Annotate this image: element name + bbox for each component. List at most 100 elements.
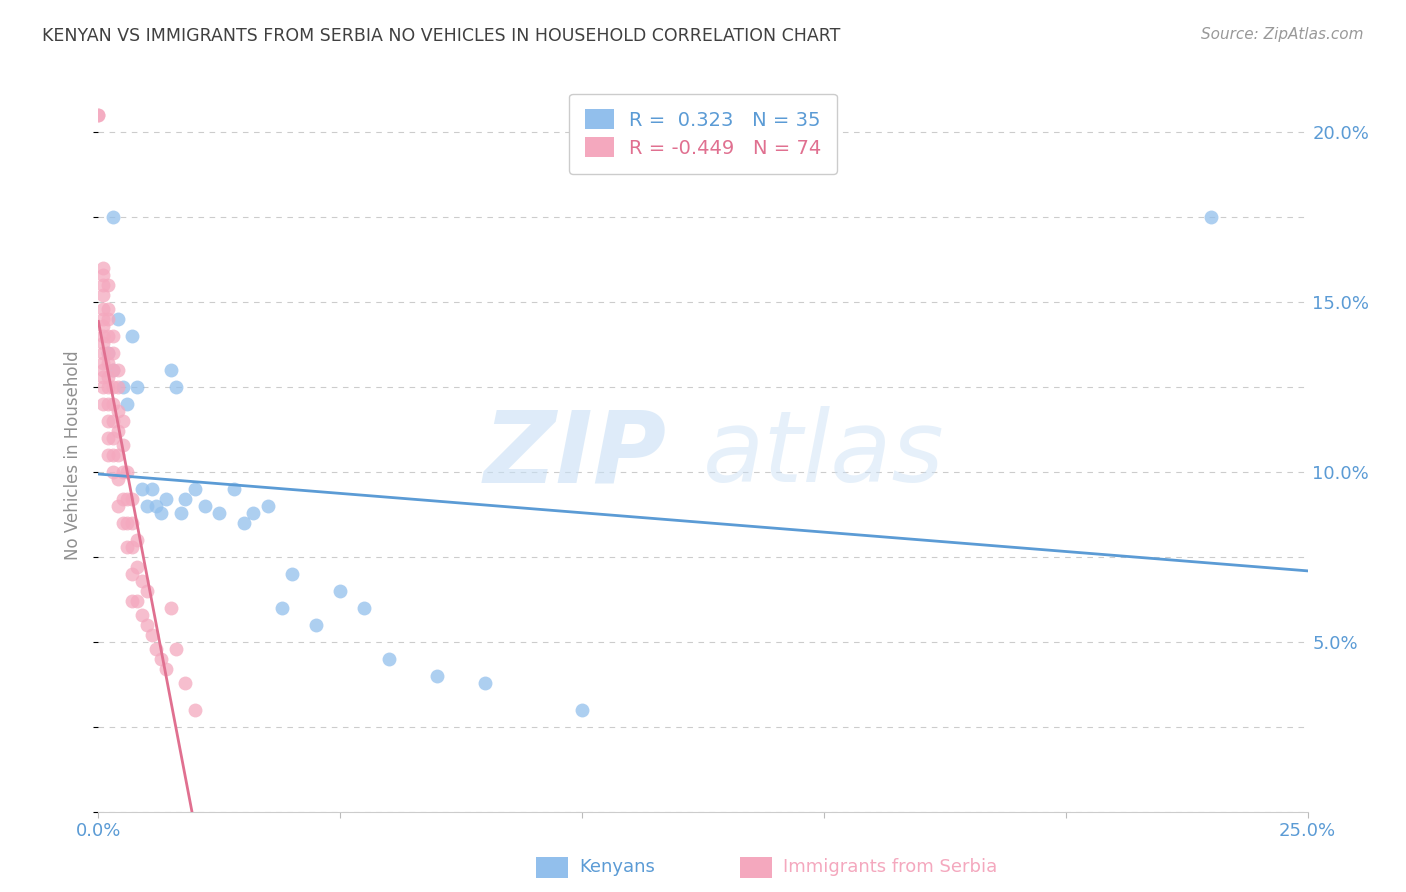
Point [353, 600, 375, 615]
Point [117, 465, 139, 479]
Point [97, 356, 120, 370]
Point [141, 482, 163, 496]
Point [107, 380, 129, 394]
Point [111, 465, 134, 479]
Point [111, 414, 134, 428]
Point [91, 369, 114, 384]
Point [160, 600, 183, 615]
Point [91, 363, 114, 377]
Point [329, 583, 352, 598]
Point [97, 346, 120, 360]
Point [107, 499, 129, 513]
Point [91, 346, 114, 360]
Point [155, 492, 177, 507]
Point [121, 594, 143, 608]
Point [145, 641, 167, 656]
Point [194, 499, 217, 513]
Point [165, 641, 187, 656]
Point [571, 703, 593, 717]
Point [121, 566, 143, 581]
Point [305, 617, 328, 632]
Point [91, 356, 114, 370]
Point [97, 312, 120, 326]
Point [145, 499, 167, 513]
Point [160, 363, 183, 377]
Point [426, 669, 449, 683]
Point [91, 329, 114, 343]
Point [97, 369, 120, 384]
Point [97, 431, 120, 445]
Point [91, 397, 114, 411]
Point [101, 431, 124, 445]
Point [135, 617, 157, 632]
Point [377, 652, 399, 666]
Point [117, 492, 139, 507]
Text: atlas: atlas [703, 407, 945, 503]
Point [97, 329, 120, 343]
Point [131, 482, 153, 496]
Point [101, 380, 124, 394]
Point [141, 628, 163, 642]
Point [111, 380, 134, 394]
Point [87, 108, 110, 122]
Point [91, 335, 114, 350]
Point [111, 516, 134, 530]
Point [107, 312, 129, 326]
Point [117, 540, 139, 554]
Point [101, 210, 124, 224]
Point [91, 318, 114, 333]
Point [91, 312, 114, 326]
Point [111, 492, 134, 507]
Text: Source: ZipAtlas.com: Source: ZipAtlas.com [1201, 27, 1364, 42]
Point [101, 465, 124, 479]
Point [97, 346, 120, 360]
Point [97, 301, 120, 316]
Point [107, 403, 129, 417]
Text: Immigrants from Serbia: Immigrants from Serbia [783, 858, 997, 876]
Point [474, 675, 496, 690]
Y-axis label: No Vehicles in Household: No Vehicles in Household [65, 350, 83, 560]
Point [184, 703, 207, 717]
Point [91, 288, 114, 302]
Point [174, 492, 197, 507]
Point [150, 506, 173, 520]
Point [127, 533, 149, 547]
Point [91, 268, 114, 282]
Point [117, 516, 139, 530]
Point [184, 482, 207, 496]
Point [127, 560, 149, 574]
Point [101, 414, 124, 428]
Point [101, 329, 124, 343]
Point [127, 594, 149, 608]
Point [107, 424, 129, 438]
Point [97, 414, 120, 428]
Point [97, 380, 120, 394]
Point [135, 499, 157, 513]
Point [121, 492, 143, 507]
Point [117, 397, 139, 411]
Point [91, 260, 114, 275]
Point [256, 499, 278, 513]
Point [101, 363, 124, 377]
Point [91, 301, 114, 316]
Point [169, 506, 191, 520]
Point [135, 583, 157, 598]
Legend: R =  0.323   N = 35, R = -0.449   N = 74: R = 0.323 N = 35, R = -0.449 N = 74 [569, 94, 837, 174]
Point [107, 472, 129, 486]
Point [91, 380, 114, 394]
Point [131, 574, 153, 588]
Point [101, 363, 124, 377]
Point [97, 278, 120, 293]
Point [87, 108, 110, 122]
Point [121, 329, 143, 343]
Text: ZIP: ZIP [484, 407, 666, 503]
Text: KENYAN VS IMMIGRANTS FROM SERBIA NO VEHICLES IN HOUSEHOLD CORRELATION CHART: KENYAN VS IMMIGRANTS FROM SERBIA NO VEHI… [42, 27, 841, 45]
Point [174, 675, 197, 690]
Point [127, 380, 149, 394]
Point [101, 448, 124, 462]
Point [107, 363, 129, 377]
Point [271, 600, 294, 615]
Point [165, 380, 187, 394]
Point [1199, 210, 1222, 224]
Point [222, 482, 245, 496]
